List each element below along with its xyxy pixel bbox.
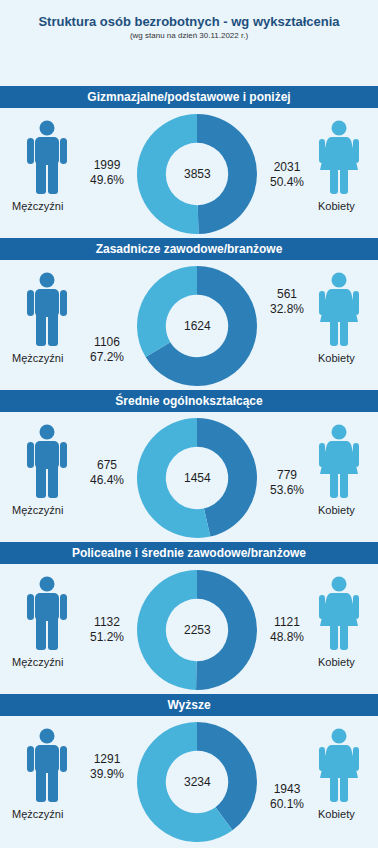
- html-text:Średnie ogólnokształcące: Średnie ogólnokształcące: [115, 394, 263, 408]
- html-text:Kobiety: Kobiety: [318, 504, 355, 516]
- html-text:1943: 1943: [273, 781, 301, 796]
- svg-text:1624: 1624: [184, 319, 211, 333]
- html-text:Mężczyźni: Mężczyźni: [12, 200, 64, 212]
- svg-text:3853: 3853: [184, 167, 211, 181]
- html-text:Kobiety: Kobiety: [318, 808, 355, 820]
- html-text:1121: 1121: [274, 614, 300, 629]
- html-text:2031: 2031: [273, 159, 301, 174]
- html-text:561: 561: [277, 287, 297, 302]
- html-text:49.6%: 49.6%: [90, 173, 124, 188]
- svg-text:3234: 3234: [184, 775, 211, 789]
- html-text:Wyższe: Wyższe: [167, 698, 211, 712]
- html-text:1132: 1132: [94, 615, 120, 630]
- html-text:Kobiety: Kobiety: [318, 200, 355, 212]
- html-text:Mężczyźni: Mężczyźni: [12, 504, 64, 516]
- html-text:Kobiety: Kobiety: [318, 352, 355, 364]
- html-text:1106: 1106: [94, 334, 120, 349]
- html-text:67.2%: 67.2%: [90, 349, 124, 364]
- svg-text:2253: 2253: [184, 623, 211, 637]
- html-text:Mężczyźni: Mężczyźni: [12, 808, 64, 820]
- html-text:48.8%: 48.8%: [270, 629, 304, 644]
- html-text:1999: 1999: [93, 158, 121, 173]
- html-text:46.4%: 46.4%: [90, 472, 124, 487]
- html-text:Zasadnicze zawodowe/branżowe: Zasadnicze zawodowe/branżowe: [95, 242, 283, 256]
- html-text:675: 675: [97, 457, 117, 472]
- html-text:60.1%: 60.1%: [270, 796, 304, 811]
- html-text:50.4%: 50.4%: [270, 174, 304, 189]
- html-text:32.8%: 32.8%: [270, 302, 304, 317]
- html-text:(wg stanu na dzień 30.11.2022: (wg stanu na dzień 30.11.2022 r.): [129, 31, 249, 40]
- html-text:53.6%: 53.6%: [270, 483, 304, 498]
- html-text:Mężczyźni: Mężczyźni: [12, 352, 64, 364]
- html-text:39.9%: 39.9%: [90, 767, 124, 781]
- html-text:779: 779: [277, 468, 297, 483]
- html-text:1291: 1291: [93, 752, 121, 766]
- html-text:51.2%: 51.2%: [90, 630, 124, 645]
- html-text:Gizmnazjalne/podstawowe i poni: Gizmnazjalne/podstawowe i poniżej: [87, 90, 291, 104]
- html-text:Struktura osób bezrobotnych -: Struktura osób bezrobotnych - wg wykszta…: [38, 14, 340, 29]
- html-text:Kobiety: Kobiety: [318, 656, 355, 668]
- svg-text:1454: 1454: [184, 471, 211, 485]
- html-text:Mężczyźni: Mężczyźni: [12, 656, 64, 668]
- html-text:Policealne i średnie zawodowe/: Policealne i średnie zawodowe/branżowe: [72, 546, 306, 560]
